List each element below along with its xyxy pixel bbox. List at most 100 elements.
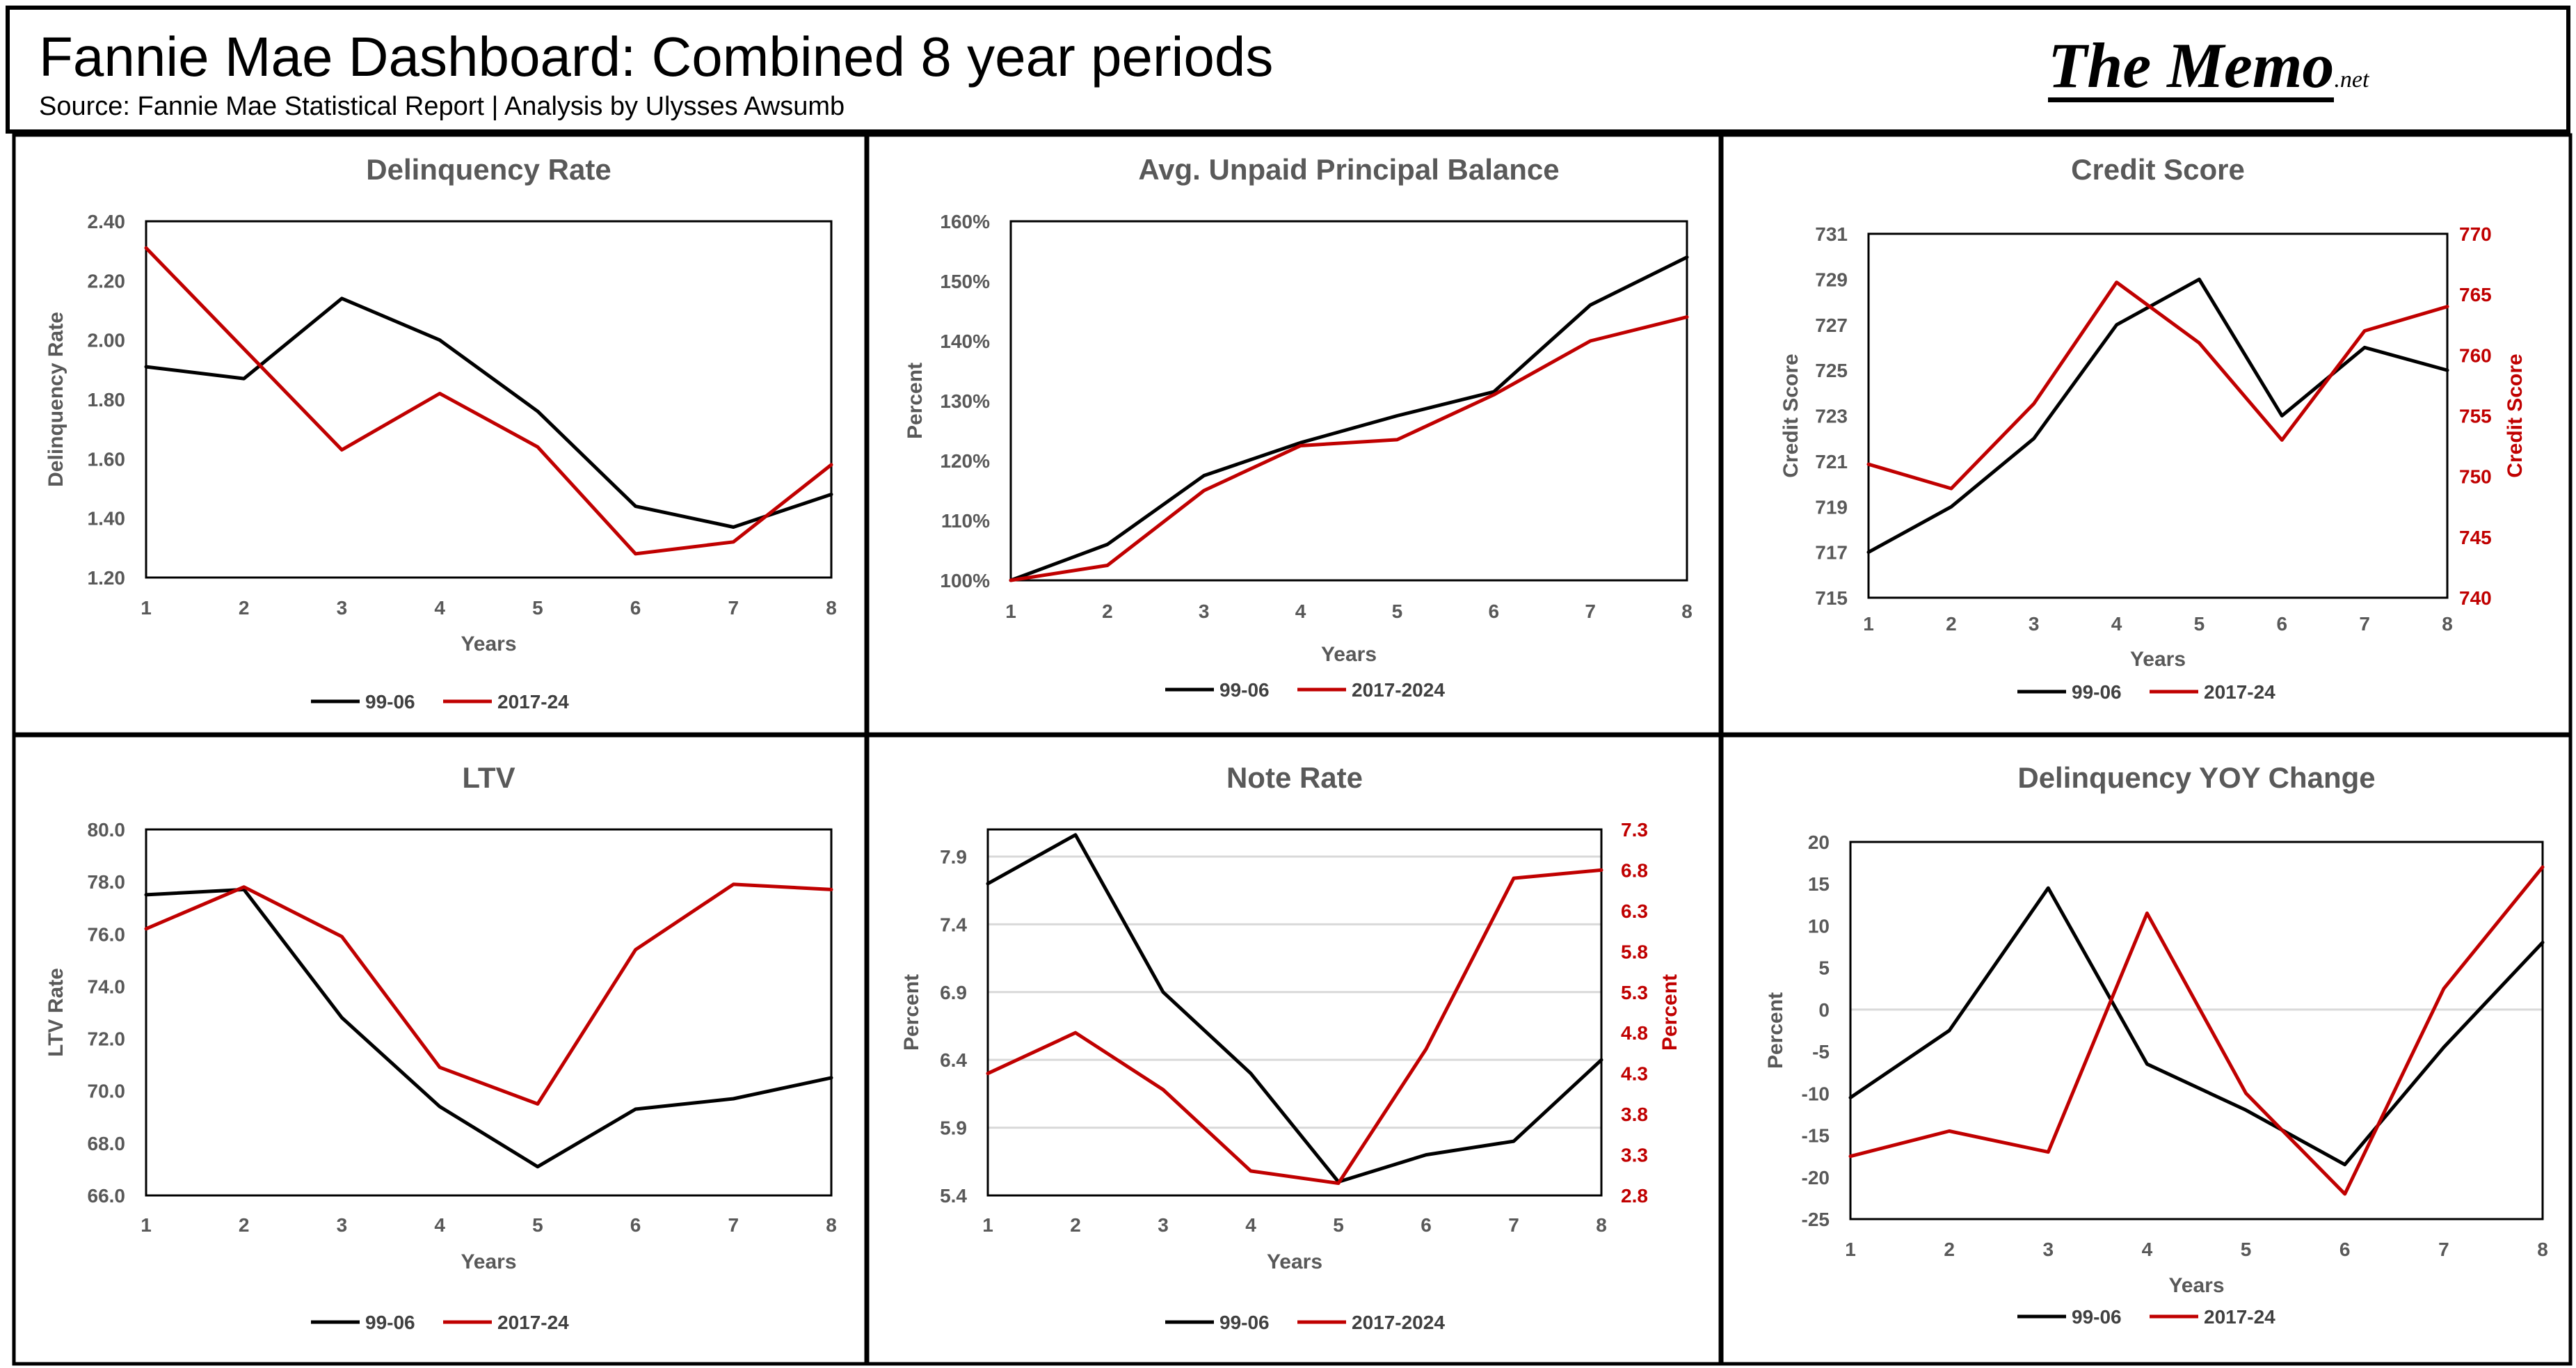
panel-border-unpaid-principal: [865, 133, 1722, 736]
y2-tick-label: 7.3: [1621, 819, 1648, 841]
y-tick-label: 68.0: [88, 1133, 126, 1154]
series-line-b: [144, 882, 833, 1106]
y2-tick-label: 750: [2459, 466, 2492, 488]
legend-label: 99-06: [365, 691, 415, 713]
y-tick-label: -15: [1802, 1125, 1830, 1147]
y-tick-label: 723: [1815, 406, 1848, 427]
series-line-b: [1848, 865, 2545, 1196]
x-tick-label: 2: [1944, 1239, 1955, 1260]
y-tick-label: 66.0: [88, 1185, 126, 1207]
x-tick-label: 2: [1946, 613, 1957, 635]
y2-tick-label: 760: [2459, 344, 2492, 366]
legend-label: 99-06: [365, 1312, 415, 1333]
y-tick-label: 1.80: [88, 389, 126, 411]
x-tick-label: 4: [434, 597, 445, 619]
y2-tick-label: 3.3: [1621, 1145, 1648, 1166]
y-tick-label: 2.00: [88, 330, 126, 351]
plot-area-frame: [145, 828, 833, 1197]
x-tick-label: 5: [2194, 613, 2205, 635]
y-tick-label: -10: [1802, 1083, 1830, 1104]
x-tick-label: 4: [1245, 1214, 1256, 1236]
x-tick-label: 1: [1863, 613, 1874, 635]
legend-label: 2017-24: [2204, 681, 2275, 703]
y2-tick-label: 755: [2459, 406, 2492, 427]
x-tick-label: 3: [337, 1214, 348, 1236]
legend-label: 99-06: [1219, 679, 1270, 701]
series-line-a: [1866, 277, 2449, 555]
x-tick-label: 2: [239, 1214, 250, 1236]
y-tick-label: 76.0: [88, 923, 126, 945]
y-tick-label: 2.40: [88, 211, 126, 232]
chart-title: Delinquency YOY Change: [2017, 761, 2375, 794]
series-line-a: [1009, 255, 1689, 582]
x-tick-label: 7: [728, 1214, 739, 1236]
series-line-a: [986, 833, 1603, 1184]
x-axis-title: Years: [461, 1250, 516, 1273]
plot-area-frame: [986, 828, 1603, 1197]
y-tick-label: 2.20: [88, 270, 126, 292]
x-tick-label: 2: [1102, 601, 1113, 622]
x-axis-title: Years: [1321, 643, 1377, 666]
x-tick-label: 4: [2111, 613, 2122, 635]
legend-label: 2017-2024: [1352, 679, 1445, 701]
y-axis-title: Percent: [900, 974, 923, 1051]
x-tick-label: 2: [239, 597, 250, 619]
legend-label: 99-06: [2072, 1306, 2122, 1328]
series-line-a: [144, 296, 833, 529]
x-tick-label: 6: [1421, 1214, 1432, 1236]
y2-tick-label: 6.8: [1621, 859, 1648, 881]
y2-tick-label: 4.3: [1621, 1063, 1648, 1085]
y-tick-label: 731: [1815, 223, 1848, 245]
y-tick-label: 80.0: [88, 819, 126, 841]
chart-credit-score: Credit Score7157177197217237257277297317…: [1779, 153, 2527, 703]
x-tick-label: 7: [2359, 613, 2370, 635]
y-tick-label: 74.0: [88, 976, 126, 997]
the-memo-logo: The Memo.net: [2048, 33, 2369, 102]
y2-tick-label: 4.8: [1621, 1022, 1648, 1044]
x-tick-label: 7: [1508, 1214, 1519, 1236]
y-tick-label: 160%: [940, 211, 990, 232]
y-tick-label: 729: [1815, 269, 1848, 290]
x-tick-label: 7: [2438, 1239, 2449, 1260]
y-tick-label: 5.9: [940, 1118, 967, 1139]
y2-tick-label: 740: [2459, 587, 2492, 609]
chart-note-rate: Note Rate 5.4 5.9 6.4 6.9 7.4 7.9 2.8 3.3 3.8 4.3 4…: [900, 761, 1681, 1333]
y-tick-label: 6.9: [940, 982, 967, 1003]
x-tick-label: 5: [2241, 1239, 2252, 1260]
y-tick-label: 5.4: [940, 1185, 967, 1207]
y2-tick-label: 3.8: [1621, 1104, 1648, 1125]
x-tick-label: 6: [1488, 601, 1499, 622]
x-tick-label: 5: [1392, 601, 1403, 622]
x-tick-label: 1: [141, 597, 152, 619]
y-tick-label: 6.4: [940, 1049, 967, 1071]
series-line-b: [1866, 280, 2449, 491]
chart-delinquency-rate: Delinquency Rate 1.20 1.40 1.60 1.80 2.00 2.20…: [45, 153, 837, 713]
series-line-b: [144, 246, 833, 556]
x-axis-title: Years: [2168, 1274, 2224, 1297]
x-tick-label: 6: [2276, 613, 2287, 635]
x-tick-label: 3: [1158, 1214, 1169, 1236]
legend-label: 99-06: [2072, 681, 2122, 703]
y2-tick-label: 6.3: [1621, 900, 1648, 922]
y2-tick-label: 765: [2459, 284, 2492, 305]
y2-axis-title: Credit Score: [2504, 353, 2527, 477]
x-tick-label: 3: [2029, 613, 2040, 635]
y-tick-label: 721: [1815, 451, 1848, 472]
y-tick-label: 715: [1815, 587, 1848, 609]
chart-title: Note Rate: [1226, 761, 1363, 794]
panel-border-credit-score: [1720, 133, 2573, 736]
x-tick-label: 4: [434, 1214, 445, 1236]
y-tick-label: 7.9: [940, 846, 967, 868]
y-tick-label: 120%: [940, 450, 990, 472]
y-tick-label: 5: [1818, 957, 1830, 979]
x-tick-label: 1: [1845, 1239, 1856, 1260]
chart-title: Credit Score: [2071, 153, 2245, 186]
y-tick-label: 10: [1808, 915, 1830, 937]
y2-axis-title: Percent: [1658, 974, 1681, 1051]
legend-label: 2017-2024: [1352, 1312, 1445, 1333]
x-tick-label: 6: [630, 597, 641, 619]
logo-suffix-text: .net: [2334, 67, 2369, 93]
y-tick-label: 0: [1818, 999, 1830, 1021]
x-tick-label: 1: [141, 1214, 152, 1236]
x-tick-label: 7: [728, 597, 739, 619]
